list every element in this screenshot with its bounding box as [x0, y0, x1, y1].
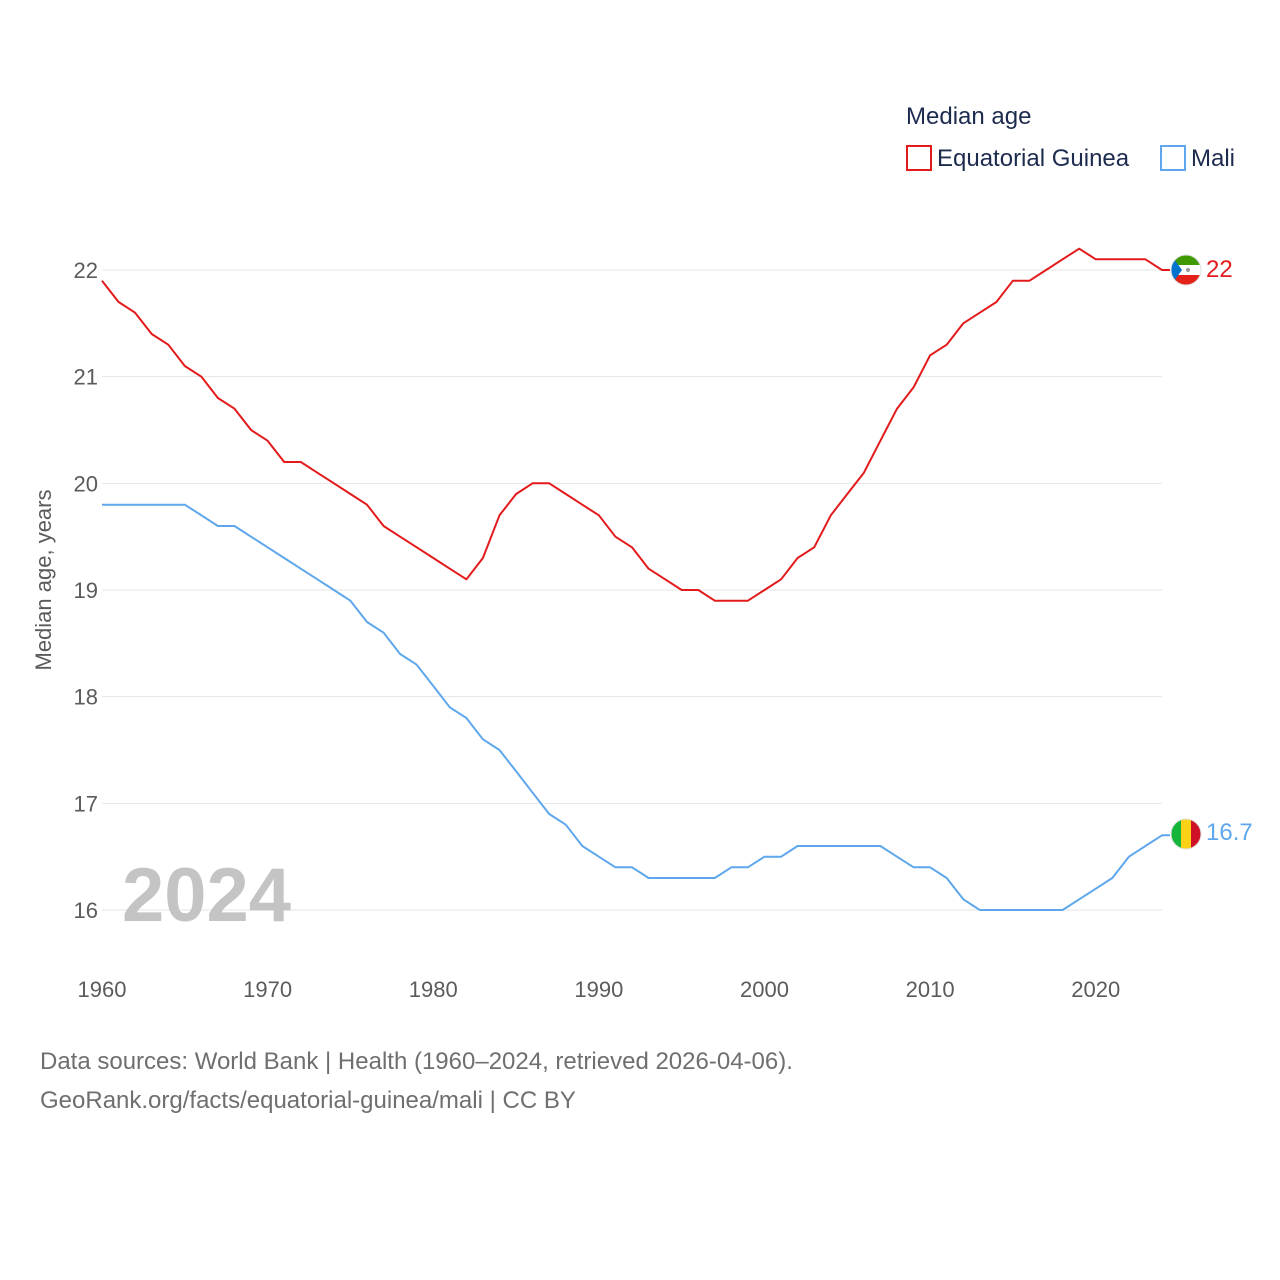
y-tick-label: 17	[74, 791, 98, 816]
gridlines	[102, 269, 1162, 911]
equatorial-guinea-flag-icon	[1171, 255, 1201, 285]
y-tick-label: 22	[74, 258, 98, 283]
x-tick-label: 1960	[78, 977, 127, 1002]
series-line-equatorial-guinea[interactable]	[101, 247, 1170, 602]
mali-flag-icon	[1171, 819, 1201, 849]
legend-swatch-equatorial-guinea	[906, 145, 932, 171]
x-tick-label: 2020	[1071, 977, 1120, 1002]
x-tick-label: 1990	[574, 977, 623, 1002]
y-tick-label: 16	[74, 898, 98, 923]
x-axis-ticks: 1960 1970 1980 1990 2000 2010 2020	[78, 977, 1121, 1002]
series-line-mali[interactable]	[102, 503, 1170, 911]
legend-swatch-mali	[1160, 145, 1186, 171]
footer: Data sources: World Bank | Health (1960–…	[40, 1042, 793, 1120]
end-label-mali: 16.7	[1206, 819, 1253, 846]
end-label-equatorial-guinea: 22	[1206, 256, 1233, 283]
source-link[interactable]: GeoRank.org/facts/equatorial-guinea/mali…	[40, 1087, 576, 1114]
y-tick-label: 20	[74, 471, 98, 496]
y-axis-ticks: 16 17 18 19 20 21 22	[74, 258, 98, 923]
legend-label-equatorial-guinea: Equatorial Guinea	[937, 145, 1130, 172]
y-tick-label: 21	[74, 365, 98, 390]
legend-title: Median age	[906, 103, 1031, 130]
y-axis-title: Median age, years	[31, 490, 56, 671]
y-tick-label: 18	[74, 685, 98, 710]
legend-label-mali: Mali	[1191, 145, 1235, 172]
mali-flag-ring	[1170, 818, 1202, 850]
y-tick-label: 19	[74, 578, 98, 603]
data-source-note: Data sources: World Bank | Health (1960–…	[40, 1048, 793, 1075]
x-tick-label: 2010	[906, 977, 955, 1002]
x-tick-label: 2000	[740, 977, 789, 1002]
x-tick-label: 1980	[409, 977, 458, 1002]
series-lines	[101, 247, 1170, 911]
legend-item-equatorial-guinea[interactable]: Equatorial Guinea	[906, 145, 1130, 172]
legend: Median age Equatorial Guinea Mali	[906, 103, 1235, 172]
median-age-line-chart: Median age Equatorial Guinea Mali Median…	[31, 103, 1253, 1002]
year-watermark: 2024	[122, 853, 291, 938]
x-tick-label: 1970	[243, 977, 292, 1002]
equatorial-guinea-flag-ring	[1170, 254, 1202, 286]
legend-item-mali[interactable]: Mali	[1160, 145, 1235, 172]
